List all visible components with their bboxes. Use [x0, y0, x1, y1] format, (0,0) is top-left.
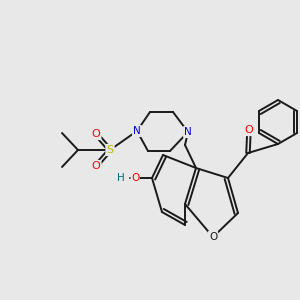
Text: N: N	[133, 126, 141, 136]
Text: O: O	[92, 161, 100, 171]
Text: O: O	[244, 125, 253, 135]
Text: N: N	[184, 127, 192, 137]
Text: O: O	[209, 232, 217, 242]
Text: H: H	[117, 173, 125, 183]
Text: S: S	[106, 145, 114, 155]
Text: O: O	[131, 173, 139, 183]
Text: O: O	[92, 129, 100, 139]
